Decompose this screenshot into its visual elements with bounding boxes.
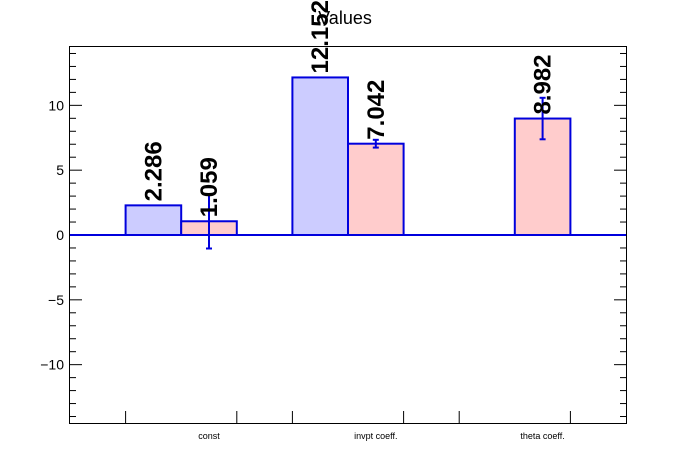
data-labels: 2.286 12.152 1.059 7.042 8.982 — [140, 0, 556, 217]
chart-title: Values — [318, 8, 372, 28]
error-bars — [206, 96, 546, 250]
x-axis: const invpt coeff. theta coeff. — [125, 411, 571, 441]
y-axis: −10 −5 0 5 10 — [40, 52, 626, 418]
y-tick-label: 10 — [48, 97, 64, 113]
bar — [124, 204, 183, 236]
x-category-label: const — [198, 431, 220, 441]
bar — [347, 142, 405, 236]
data-label: 8.982 — [530, 54, 557, 114]
y-tick-label: −5 — [48, 292, 64, 308]
y-tick-label: −10 — [40, 357, 64, 373]
bar — [291, 76, 349, 236]
plot-frame — [69, 46, 627, 424]
data-label: 2.286 — [140, 141, 167, 201]
y-tick-label: 0 — [56, 227, 64, 243]
bars — [124, 76, 572, 236]
data-label: 1.059 — [196, 157, 223, 217]
data-label: 12.152 — [307, 0, 334, 73]
x-category-label: theta coeff. — [520, 431, 564, 441]
data-label: 7.042 — [363, 80, 390, 140]
x-category-label: invpt coeff. — [354, 431, 397, 441]
y-tick-label: 5 — [56, 162, 64, 178]
